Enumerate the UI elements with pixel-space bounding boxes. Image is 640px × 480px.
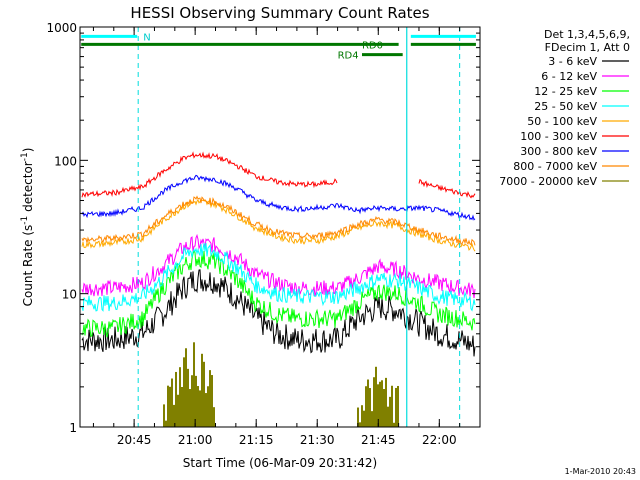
data-layer: [81, 151, 476, 427]
series-line-3-6-kev: [81, 269, 476, 357]
chart-title: HESSI Observing Summary Count Rates: [130, 4, 429, 22]
x-axis: 20:45 21:00 21:15 21:30 21:45 22:00: [92, 27, 481, 447]
y-tick-label: 100: [54, 154, 77, 168]
y-axis: 1 10 100 1000: [46, 21, 480, 435]
y-axis-label-sup1: -1: [20, 216, 30, 225]
series-line-6-12-kev: [81, 233, 476, 299]
night-label: N: [143, 32, 150, 43]
x-tick-label: 21:45: [361, 433, 396, 447]
x-axis-label: Start Time (06-Mar-09 20:31:42): [183, 456, 377, 470]
date-stamp: 1-Mar-2010 20:43: [565, 467, 636, 476]
y-tick-label: 1: [69, 421, 77, 435]
x-tick-label: 21:15: [239, 433, 274, 447]
series-line-25-50-kev: [81, 242, 476, 312]
y-axis-label-part3: ): [21, 148, 35, 153]
rd4-label: RD4: [338, 51, 359, 62]
series-line-12-25-kev: [81, 250, 476, 338]
plot-frame: [79, 26, 481, 428]
y-axis-label-part2: detector: [21, 161, 35, 216]
legend-header-2: FDecim 1, Att 0: [545, 41, 630, 54]
legend-label: 12 - 25 keV: [534, 85, 597, 98]
x-tick-label: 21:00: [178, 433, 213, 447]
series-line-800-7000-kev: [81, 195, 476, 246]
x-tick-label: 20:45: [117, 433, 152, 447]
legend-label: 6 - 12 keV: [541, 70, 597, 83]
series-line-100-300-kev: [418, 178, 476, 199]
legend-label: 50 - 100 keV: [527, 115, 597, 128]
series-line-300-800-kev: [81, 174, 476, 221]
legend-header-1: Det 1,3,4,5,6,9,: [544, 28, 630, 41]
y-axis-label-part1: Count Rate (s: [21, 225, 35, 307]
legend-label: 100 - 300 keV: [520, 130, 597, 143]
rd0-label: RD0: [362, 40, 383, 51]
legend-label: 3 - 6 keV: [548, 55, 597, 68]
legend-items: 3 - 6 keV 6 - 12 keV 12 - 25 keV 25 - 50 ke…: [499, 55, 629, 188]
series-line-50-100-kev: [81, 198, 476, 252]
y-axis-label-sup2: -1: [20, 152, 30, 161]
legend-label: 300 - 800 keV: [520, 145, 597, 158]
y-tick-label: 1000: [46, 21, 77, 35]
y-tick-label: 10: [62, 288, 77, 302]
y-axis-label: Count Rate (s-1 detector-1): [20, 148, 35, 307]
legend-label: 7000 - 20000 keV: [499, 175, 597, 188]
x-tick-label: 21:30: [300, 433, 335, 447]
legend-label: 800 - 7000 keV: [513, 160, 597, 173]
legend-label: 25 - 50 keV: [534, 100, 597, 113]
legend: Det 1,3,4,5,6,9, FDecim 1, Att 0 3 - 6 k…: [499, 28, 630, 188]
series-line-100-300-kev: [81, 151, 338, 198]
x-tick-label: 22:00: [422, 433, 457, 447]
